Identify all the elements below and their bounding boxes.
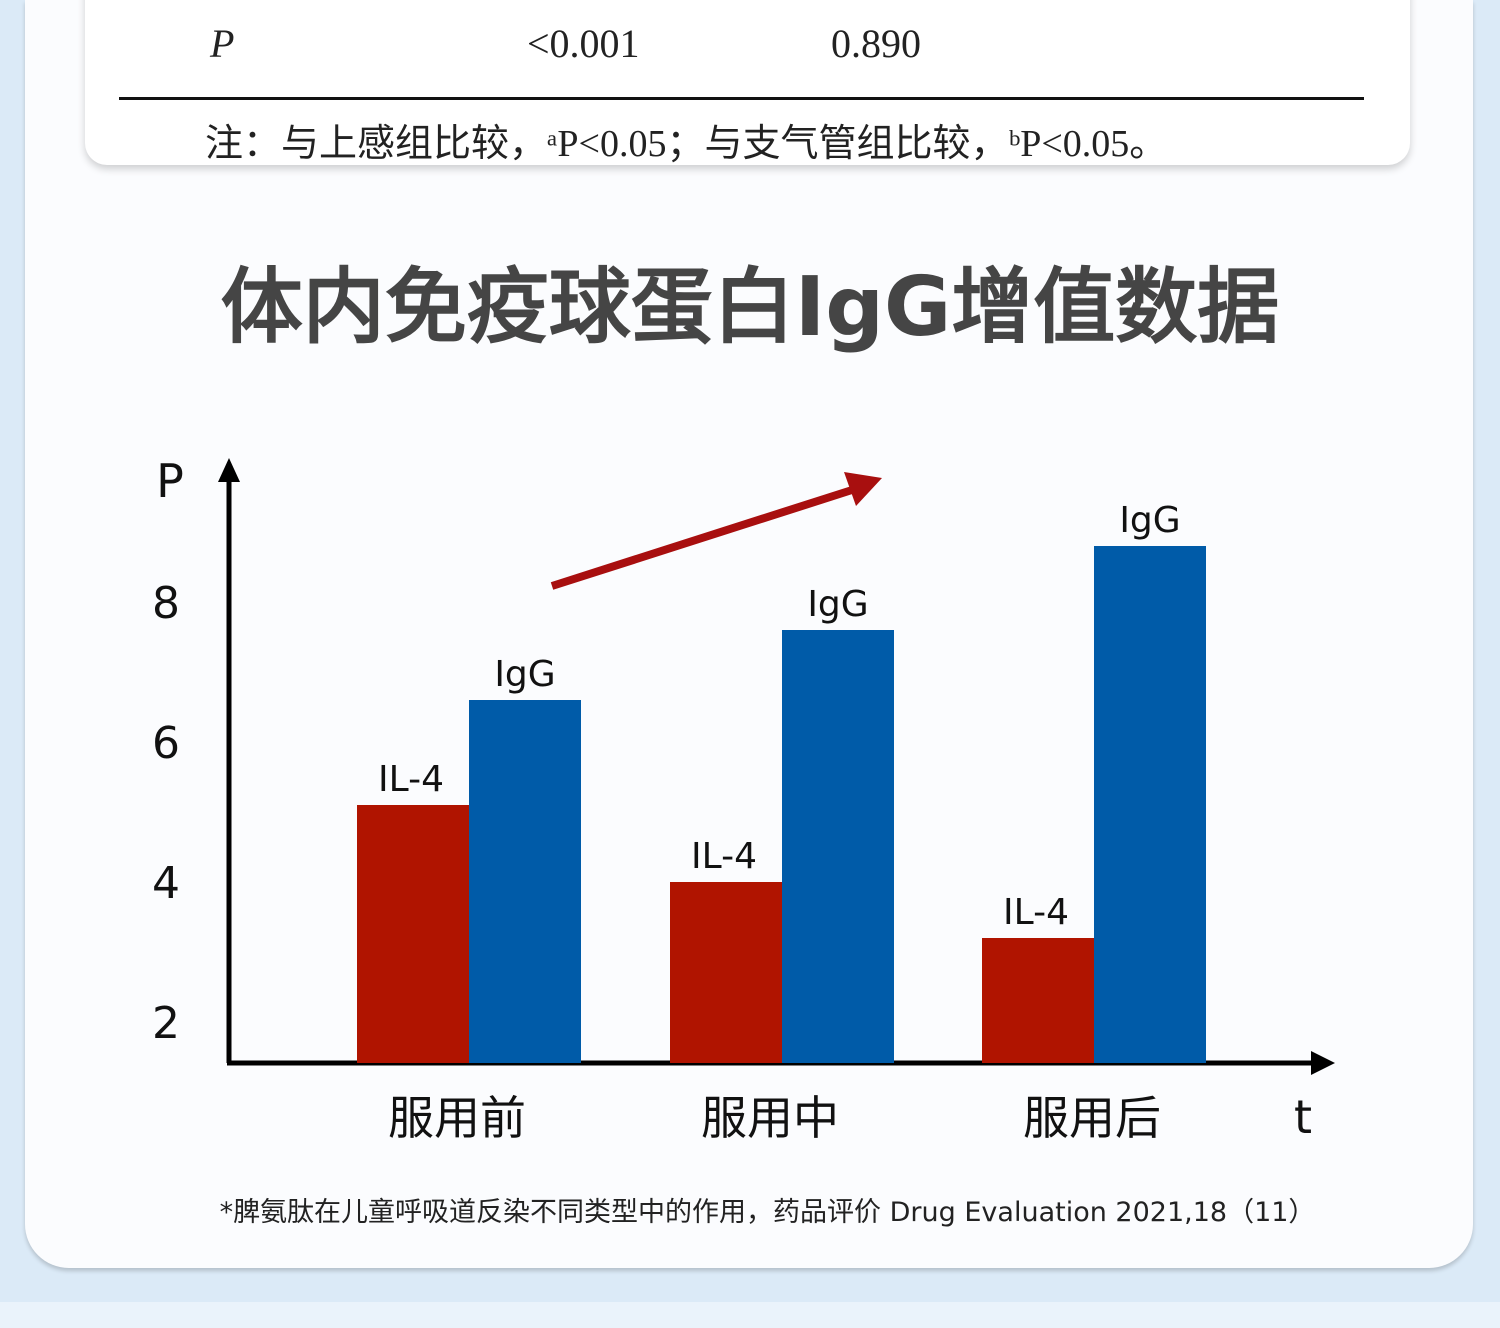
bar-igg xyxy=(1094,546,1206,1063)
table-rule xyxy=(119,97,1364,100)
y-axis-label: P xyxy=(156,454,184,508)
data-label: IgG xyxy=(494,654,555,695)
table-card: P <0.001 0.890 注：与上感组比较，ᵃP<0.05；与支气管组比较，… xyxy=(85,0,1410,165)
y-axis-arrow xyxy=(218,458,240,482)
data-label: IL-4 xyxy=(691,836,757,877)
y-tick-label: 4 xyxy=(152,858,180,909)
y-tick-label: 2 xyxy=(152,998,180,1049)
bar-igg xyxy=(782,630,894,1063)
bar-il-4 xyxy=(982,938,1094,1063)
table-row-label: P xyxy=(210,21,235,66)
data-label: IgG xyxy=(807,584,868,625)
bar-il-4 xyxy=(357,805,469,1063)
x-axis-arrow xyxy=(1311,1051,1335,1075)
table-note: 注：与上感组比较，ᵃP<0.05；与支气管组比较，ᵇP<0.05。 xyxy=(205,123,1168,165)
page-title: 体内免疫球蛋白IgG增值数据 xyxy=(220,260,1280,355)
background-strip xyxy=(0,1302,1500,1328)
table-cell: 0.890 xyxy=(831,21,921,66)
trend-arrow xyxy=(550,486,854,590)
x-tick-label: 服用后 xyxy=(1023,1091,1161,1145)
footnote: *脾氨肽在儿童呼吸道反染不同类型中的作用，药品评价 Drug Evaluatio… xyxy=(219,1197,1316,1228)
data-label: IL-4 xyxy=(1003,892,1069,933)
data-label: IL-4 xyxy=(378,759,444,800)
trend-arrow-head xyxy=(844,472,882,506)
x-tick-label: 服用中 xyxy=(701,1091,839,1145)
x-axis-label: t xyxy=(1294,1090,1312,1144)
bar-il-4 xyxy=(670,882,782,1063)
table-cell: <0.001 xyxy=(527,21,640,66)
y-tick-label: 8 xyxy=(152,578,180,629)
y-tick-label: 6 xyxy=(152,718,180,769)
data-label: IgG xyxy=(1119,500,1180,541)
x-tick-label: 服用前 xyxy=(388,1091,526,1145)
bar-igg xyxy=(469,700,581,1063)
